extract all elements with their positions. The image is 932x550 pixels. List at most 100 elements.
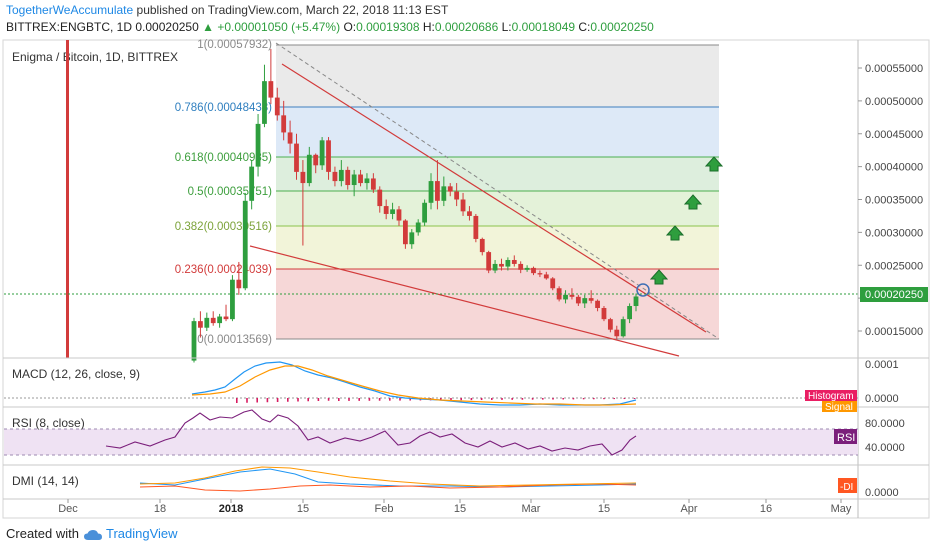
candle-body [409, 232, 415, 245]
price-tick-label: 0.00055000 [865, 63, 923, 75]
time-tick-label: 15 [297, 503, 309, 515]
fib-band-382-236 [276, 226, 719, 269]
price-change: ▲ +0.00001050 (+5.47%) [202, 20, 341, 34]
candle-body [486, 252, 492, 271]
macd-histogram-bar [613, 398, 615, 400]
macd-line [191, 361, 637, 406]
macd-tick: 0.0001 [865, 359, 899, 371]
candle-body [428, 181, 434, 203]
candle-body [287, 132, 293, 144]
macd-histogram-bar [633, 398, 636, 399]
macd-signal-line [191, 365, 637, 406]
candle-body [531, 267, 536, 274]
open-value: 0.00019308 [356, 20, 420, 34]
candle-body [479, 238, 485, 253]
macd-histogram-bar [480, 398, 483, 401]
candle-body [595, 300, 600, 308]
candle-body [204, 317, 210, 328]
candle-body [223, 316, 229, 320]
publish-header: TogetherWeAccumulate published on Tradin… [6, 3, 448, 17]
rsi-line [105, 409, 637, 456]
fib-band-786-618 [276, 107, 719, 157]
candle-body [620, 319, 626, 337]
candle-body [332, 171, 338, 182]
histogram-tag [805, 390, 857, 401]
macd-histogram-bar [542, 398, 544, 400]
candle-body [383, 206, 389, 214]
rsi-title: RSI (8, close) [12, 416, 85, 430]
time-tick-label: Apr [680, 503, 697, 515]
signal-tag-text: Signal [825, 402, 853, 413]
upper-wedge-line [281, 63, 707, 333]
candle-body [249, 166, 255, 201]
time-tick-label: 16 [760, 503, 772, 515]
candle-body [274, 97, 280, 116]
macd-histogram-bar [521, 398, 524, 400]
low-label: L: [501, 20, 512, 34]
macd-histogram-bar [582, 398, 585, 400]
symbol-label: BITTREX:ENGBTC, 1D [6, 20, 133, 34]
minus-di-tag-text: -DI [840, 482, 853, 493]
fib-label-236: 0.236(0.00024039) [175, 264, 272, 276]
macd-histogram-bar [562, 398, 564, 400]
rsi-tag [834, 429, 857, 444]
candle-body [377, 189, 383, 207]
macd-tick: 0.0000 [865, 393, 899, 405]
fib-retracement: 1(0.00057932) 0.786(0.00048438) 0.618(0.… [175, 39, 719, 346]
rsi-pane: RSI (8, close) RSI 80.0000 40.0000 [4, 409, 905, 456]
tradingview-link[interactable]: TradingView [106, 526, 178, 541]
macd-histogram-bar [501, 398, 503, 400]
candle-body [633, 296, 639, 307]
macd-histogram-bar [246, 398, 248, 403]
time-tick-label: 2018 [219, 503, 243, 515]
symbol-header: BITTREX:ENGBTC, 1D 0.00020250 ▲ +0.00001… [6, 20, 654, 34]
macd-histogram-bar [603, 398, 605, 400]
macd-histogram-bar [552, 398, 554, 400]
arrow-up-icon [649, 269, 669, 285]
candle-body [242, 200, 248, 289]
price-tick-label: 0.00030000 [865, 227, 923, 239]
histogram-tag-text: Histogram [808, 391, 854, 402]
candle-body [326, 140, 331, 172]
candle-body [294, 143, 299, 172]
fib-label-618: 0.618(0.00040985) [175, 152, 272, 164]
macd-histogram-bar [368, 398, 371, 401]
author-link[interactable]: TogetherWeAccumulate [6, 3, 134, 17]
breakout-circle [636, 283, 650, 297]
candle-body [422, 202, 428, 223]
macd-histogram-bar [491, 398, 493, 400]
candle-body [364, 178, 370, 184]
fib-label-382: 0.382(0.00030516) [175, 221, 272, 233]
candle-body [210, 317, 216, 324]
candle-body [556, 288, 562, 300]
fib-label-0: 0(0.00013569) [197, 334, 272, 346]
dmi-minus-di [139, 483, 637, 492]
macd-histogram-bar [440, 398, 442, 401]
minus-di-tag [838, 478, 857, 493]
fib-label-1: 1(0.00057932) [197, 39, 272, 51]
candle-body [338, 169, 344, 182]
rsi-band [4, 429, 858, 455]
dmi-title: DMI (14, 14) [12, 474, 79, 488]
candle-body [415, 222, 421, 233]
arrow-up-icon [665, 225, 685, 241]
macd-histogram-bar [338, 398, 340, 401]
close-value: 0.00020250 [590, 20, 654, 34]
price-tick-label: 0.00035000 [865, 195, 923, 207]
candle-body [582, 298, 588, 304]
macd-histogram-bar [297, 398, 299, 402]
created-with-text: Created with [6, 526, 79, 541]
candle-body [627, 306, 632, 320]
macd-pane: MACD (12, 26, close, 9) Histogram Signal… [4, 359, 899, 413]
rsi-tag-text: RSI [837, 432, 855, 444]
macd-histogram-bar [327, 398, 330, 401]
candle-body [473, 215, 479, 239]
time-tick-label: Dec [58, 503, 78, 515]
macd-histogram-bar [378, 398, 381, 401]
candle-body [268, 81, 274, 98]
candle-body [236, 279, 242, 289]
price-tick-label: 0.00025000 [865, 260, 923, 272]
open-label: O: [343, 20, 357, 34]
macd-histogram-bar [623, 398, 626, 400]
